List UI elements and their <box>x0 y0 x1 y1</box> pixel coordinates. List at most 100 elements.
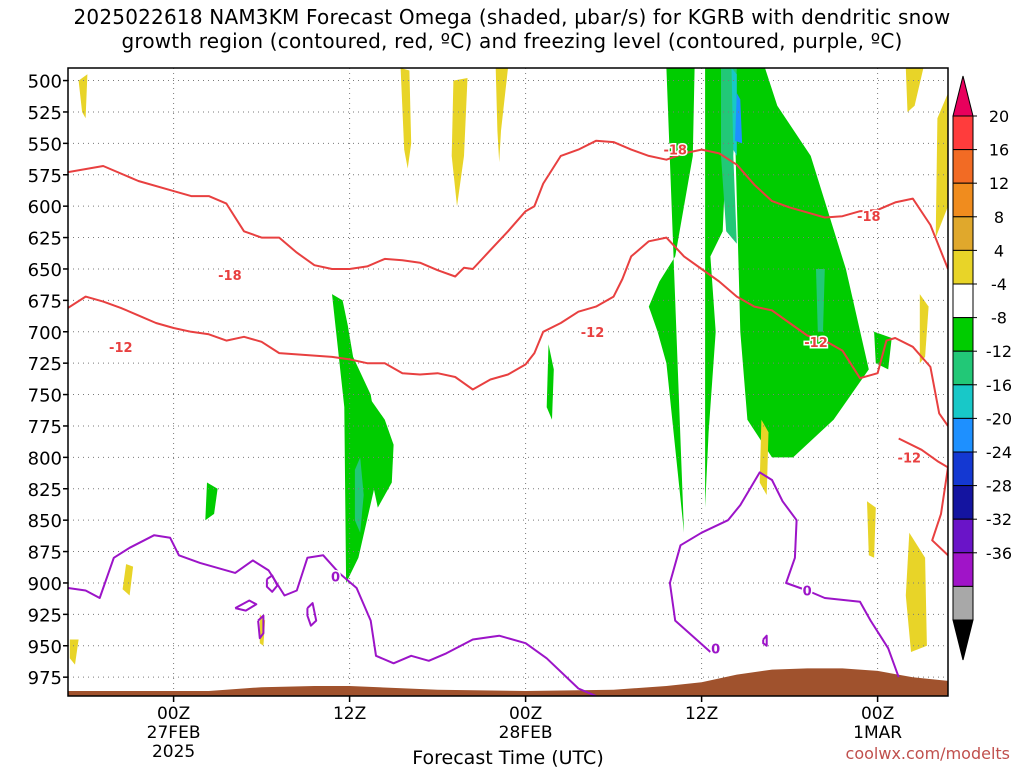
contour-line-7 <box>234 599 258 612</box>
colorbar-segment-7 <box>952 317 974 352</box>
y-tick-label: 975 <box>28 668 62 689</box>
colorbar-top-arrow <box>952 75 974 117</box>
y-tick-label: 850 <box>28 511 62 532</box>
contour-label-2: -12 <box>581 326 605 341</box>
colorbar-segment-3 <box>952 182 974 218</box>
y-tick-label: 825 <box>28 480 62 501</box>
terrain-fill <box>68 668 948 696</box>
colorbar-label: -28 <box>986 477 1012 496</box>
y-tick-label: 625 <box>28 229 62 250</box>
x-tick-label: 00Z <box>861 704 894 724</box>
y-tick-label: 950 <box>28 637 62 658</box>
y-tick-label: 675 <box>28 291 62 312</box>
omega-region-3 <box>332 294 382 583</box>
omega-region-17 <box>905 68 924 112</box>
colorbar: 20 16 12 8 4 -4 -8 -12 -16 -20 -24 -28 -32 -36 <box>952 75 1012 661</box>
x-tick-label: 00Z <box>157 704 190 724</box>
contour-label-8: 0 <box>711 642 720 657</box>
omega-region-18 <box>935 93 948 238</box>
colorbar-segment-12 <box>952 485 974 520</box>
omega-region-9 <box>816 269 825 332</box>
omega-region-0 <box>648 68 695 533</box>
colorbar-label: 12 <box>989 174 1009 193</box>
contour-line-0 <box>68 139 948 278</box>
terrain <box>68 668 948 696</box>
colorbar-label: -24 <box>986 443 1012 462</box>
colorbar-label: -12 <box>986 342 1012 361</box>
omega-region-25 <box>69 639 79 665</box>
omega-region-16 <box>451 78 468 207</box>
colorbar-segment-11 <box>952 451 974 487</box>
x-tick-label: 00Z <box>509 704 542 724</box>
omega-region-7 <box>546 344 554 420</box>
omega-region-1 <box>733 68 869 458</box>
y-tick-label: 800 <box>28 448 62 469</box>
contour-line-4 <box>668 471 900 678</box>
colorbar-label: -20 <box>986 409 1012 428</box>
plot-frame <box>67 67 949 697</box>
x-tick-label: 12Z <box>685 704 718 724</box>
colorbar-label: -4 <box>991 275 1007 294</box>
omega-region-15 <box>495 68 508 163</box>
colorbar-segment-15 <box>952 585 974 621</box>
x-tick-label: 2025 <box>152 742 195 762</box>
colorbar-segment-6 <box>952 283 974 319</box>
colorbar-segment-4 <box>952 216 974 251</box>
colorbar-label: 20 <box>989 107 1009 126</box>
omega-region-13 <box>78 74 88 119</box>
contour-label-7: 0 <box>331 571 340 586</box>
contour-line-6 <box>306 602 318 627</box>
omega-region-21 <box>867 501 876 558</box>
colorbar-segment-10 <box>952 417 974 453</box>
x-axis-label: Forecast Time (UTC) <box>412 747 603 768</box>
colorbar-label: -36 <box>986 544 1012 563</box>
colorbar-segment-5 <box>952 249 974 285</box>
omega-region-10 <box>354 457 364 533</box>
colorbar-label: -8 <box>991 309 1007 328</box>
colorbar-segment-1 <box>952 115 974 151</box>
omega-region-6 <box>205 482 218 521</box>
y-tick-label: 725 <box>28 354 62 375</box>
contour-labels: -18 -12 -12 -18 -18 -12 -12 0 0 0 <box>108 142 923 659</box>
contour-label-6: -12 <box>898 451 922 466</box>
contour-line-1 <box>68 236 948 427</box>
omega-region-12 <box>735 93 743 144</box>
contour-line-8 <box>257 614 265 640</box>
y-tick-label: 550 <box>28 134 62 155</box>
y-tick-label: 775 <box>28 417 62 438</box>
y-tick-label: 575 <box>28 166 62 187</box>
colorbar-label: 16 <box>989 141 1009 160</box>
omega-region-19 <box>919 294 929 364</box>
contour-line-5 <box>265 574 279 593</box>
x-tick-label: 27FEB <box>147 723 201 743</box>
contour-label-4: -18 <box>857 210 881 225</box>
y-tick-label: 525 <box>28 103 62 124</box>
colorbar-bottom-arrow <box>952 619 974 661</box>
x-tick-label: 12Z <box>333 704 366 724</box>
y-tick-label: 750 <box>28 386 62 407</box>
colorbar-label: 8 <box>994 208 1004 227</box>
contour-label-1: -12 <box>109 341 133 356</box>
chart-title-line-1: 2025022618 NAM3KM Forecast Omega (shaded… <box>73 5 951 29</box>
contour-line-2 <box>898 437 948 557</box>
colorbar-label: -32 <box>986 510 1012 529</box>
colorbar-label: 4 <box>994 241 1004 260</box>
chart-title-line-2: growth region (contoured, red, ºC) and f… <box>121 29 903 53</box>
watermark: coolwx.com/modelts <box>845 744 1010 763</box>
y-tick-label: 500 <box>28 72 62 93</box>
contour-lines <box>68 139 948 696</box>
x-tick-label: 1MAR <box>853 723 902 743</box>
omega-region-23 <box>122 564 134 596</box>
grid-lines <box>68 68 948 696</box>
y-tick-label: 900 <box>28 574 62 595</box>
y-axis: 500 525 550 575 600 625 650 675 700 725 750 775 800 8… <box>28 72 68 689</box>
omega-shading <box>69 68 948 665</box>
contour-label-9: 0 <box>803 585 812 600</box>
y-tick-label: 600 <box>28 197 62 218</box>
y-tick-label: 650 <box>28 260 62 281</box>
contour-line-9 <box>762 634 768 647</box>
x-tick-label: 28FEB <box>499 723 553 743</box>
colorbar-segment-9 <box>952 384 974 419</box>
